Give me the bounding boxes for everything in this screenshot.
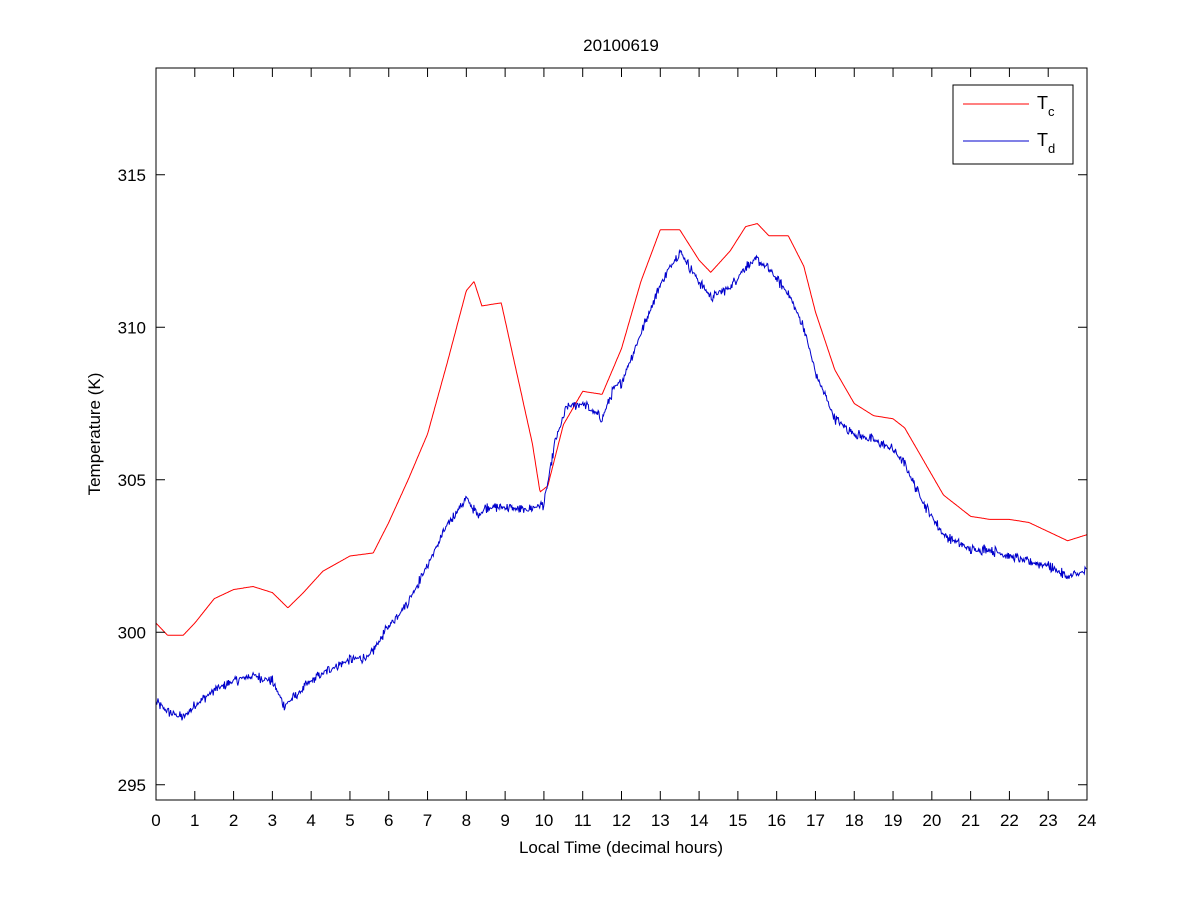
x-tick-label: 12	[612, 811, 631, 830]
x-tick-label: 5	[345, 811, 354, 830]
legend: Tc Td	[952, 84, 1074, 165]
x-tick-label: 20	[922, 811, 941, 830]
x-tick-label: 2	[229, 811, 238, 830]
legend-label-td: Td	[1037, 130, 1055, 156]
x-tick-label: 16	[767, 811, 786, 830]
x-tick-label: 0	[151, 811, 160, 830]
x-tick-label: 24	[1078, 811, 1097, 830]
y-tick-label: 315	[118, 166, 146, 185]
x-tick-label: 19	[884, 811, 903, 830]
legend-label-td-main: T	[1037, 130, 1048, 150]
legend-label-td-sub: d	[1048, 141, 1055, 156]
y-axis-label: Temperature (K)	[85, 373, 104, 496]
x-tick-label: 14	[690, 811, 709, 830]
x-tick-label: 17	[806, 811, 825, 830]
x-tick-label: 8	[462, 811, 471, 830]
x-tick-label: 10	[534, 811, 553, 830]
x-tick-label: 23	[1039, 811, 1058, 830]
x-tick-label: 13	[651, 811, 670, 830]
x-tick-label: 21	[961, 811, 980, 830]
x-tick-label: 18	[845, 811, 864, 830]
plot-area-frame	[155, 67, 1088, 801]
legend-label-tc: Tc	[1037, 93, 1055, 119]
y-tick-label: 305	[118, 471, 146, 490]
y-tick-label: 310	[118, 318, 146, 337]
legend-box	[952, 84, 1074, 165]
y-tick-label: 295	[118, 776, 146, 795]
x-tick-label: 4	[306, 811, 315, 830]
y-tick-label: 300	[118, 623, 146, 642]
chart-title: 20100619	[583, 36, 659, 55]
x-axis-label: Local Time (decimal hours)	[519, 838, 723, 857]
legend-label-tc-sub: c	[1048, 104, 1055, 119]
x-tick-label: 9	[500, 811, 509, 830]
x-tick-label: 1	[190, 811, 199, 830]
x-tick-label: 6	[384, 811, 393, 830]
series-line-td	[155, 248, 1088, 721]
legend-label-tc-main: T	[1037, 93, 1048, 113]
tick-labels: 0 1 2 3 4 5 6 7 8 9 10 11 12 13 14 15 16 17 18 19 20 21 22 23 24…	[118, 166, 1097, 830]
x-tick-label: 15	[728, 811, 747, 830]
plot-lines	[155, 223, 1088, 721]
series-line-tc	[155, 223, 1088, 636]
x-tick-label: 3	[268, 811, 277, 830]
x-tick-label: 7	[423, 811, 432, 830]
x-tick-label: 11	[574, 811, 592, 830]
x-tick-label: 22	[1000, 811, 1019, 830]
